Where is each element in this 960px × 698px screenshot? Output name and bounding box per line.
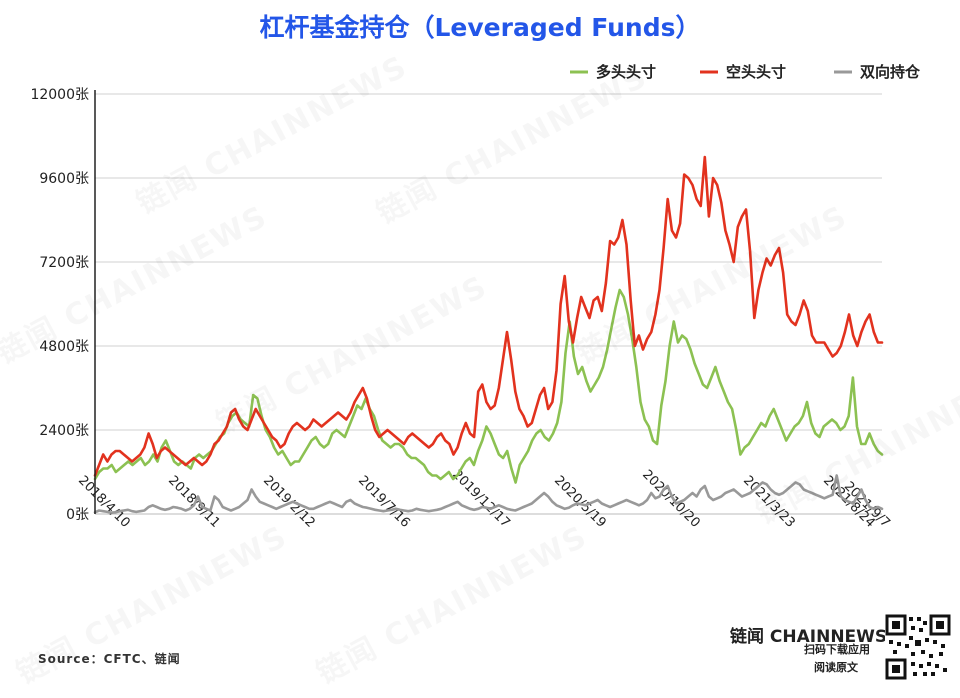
series-line: [93, 155, 884, 477]
x-tick-label: 2019/7/16: [355, 473, 413, 531]
brand-read-text: 阅读原文: [814, 661, 858, 674]
legend-label: 双向持仓: [860, 63, 921, 81]
brand-download-text: 扫码下载应用: [804, 643, 870, 656]
y-tick-label: 9600张: [39, 171, 89, 187]
legend: 多头头寸 空头头寸 双向持仓: [570, 63, 921, 81]
y-tick-label: 2400张: [39, 423, 89, 439]
chart-title: 杠杆基金持仓（Leveraged Funds）: [259, 13, 701, 42]
series-line: [93, 474, 884, 514]
y-tick-label: 12000张: [30, 87, 89, 103]
y-axis-ticks: 0张 2400张 4800张 7200张 9600张 12000张: [30, 87, 89, 523]
x-tick-label: 2019/12/17: [449, 467, 513, 531]
y-tick-label: 7200张: [39, 255, 89, 271]
brand-logo: 链闻 CHAINNEWS: [730, 627, 888, 647]
y-tick-label: 0张: [66, 507, 89, 523]
series-line: [93, 288, 884, 484]
source-note: Source：CFTC、链闻: [38, 652, 181, 666]
y-tick-label: 4800张: [39, 339, 89, 355]
legend-label: 多头头寸: [596, 63, 656, 81]
qr-code-icon[interactable]: [885, 614, 951, 680]
series-lines: [93, 155, 884, 514]
legend-label: 空头头寸: [726, 63, 786, 81]
